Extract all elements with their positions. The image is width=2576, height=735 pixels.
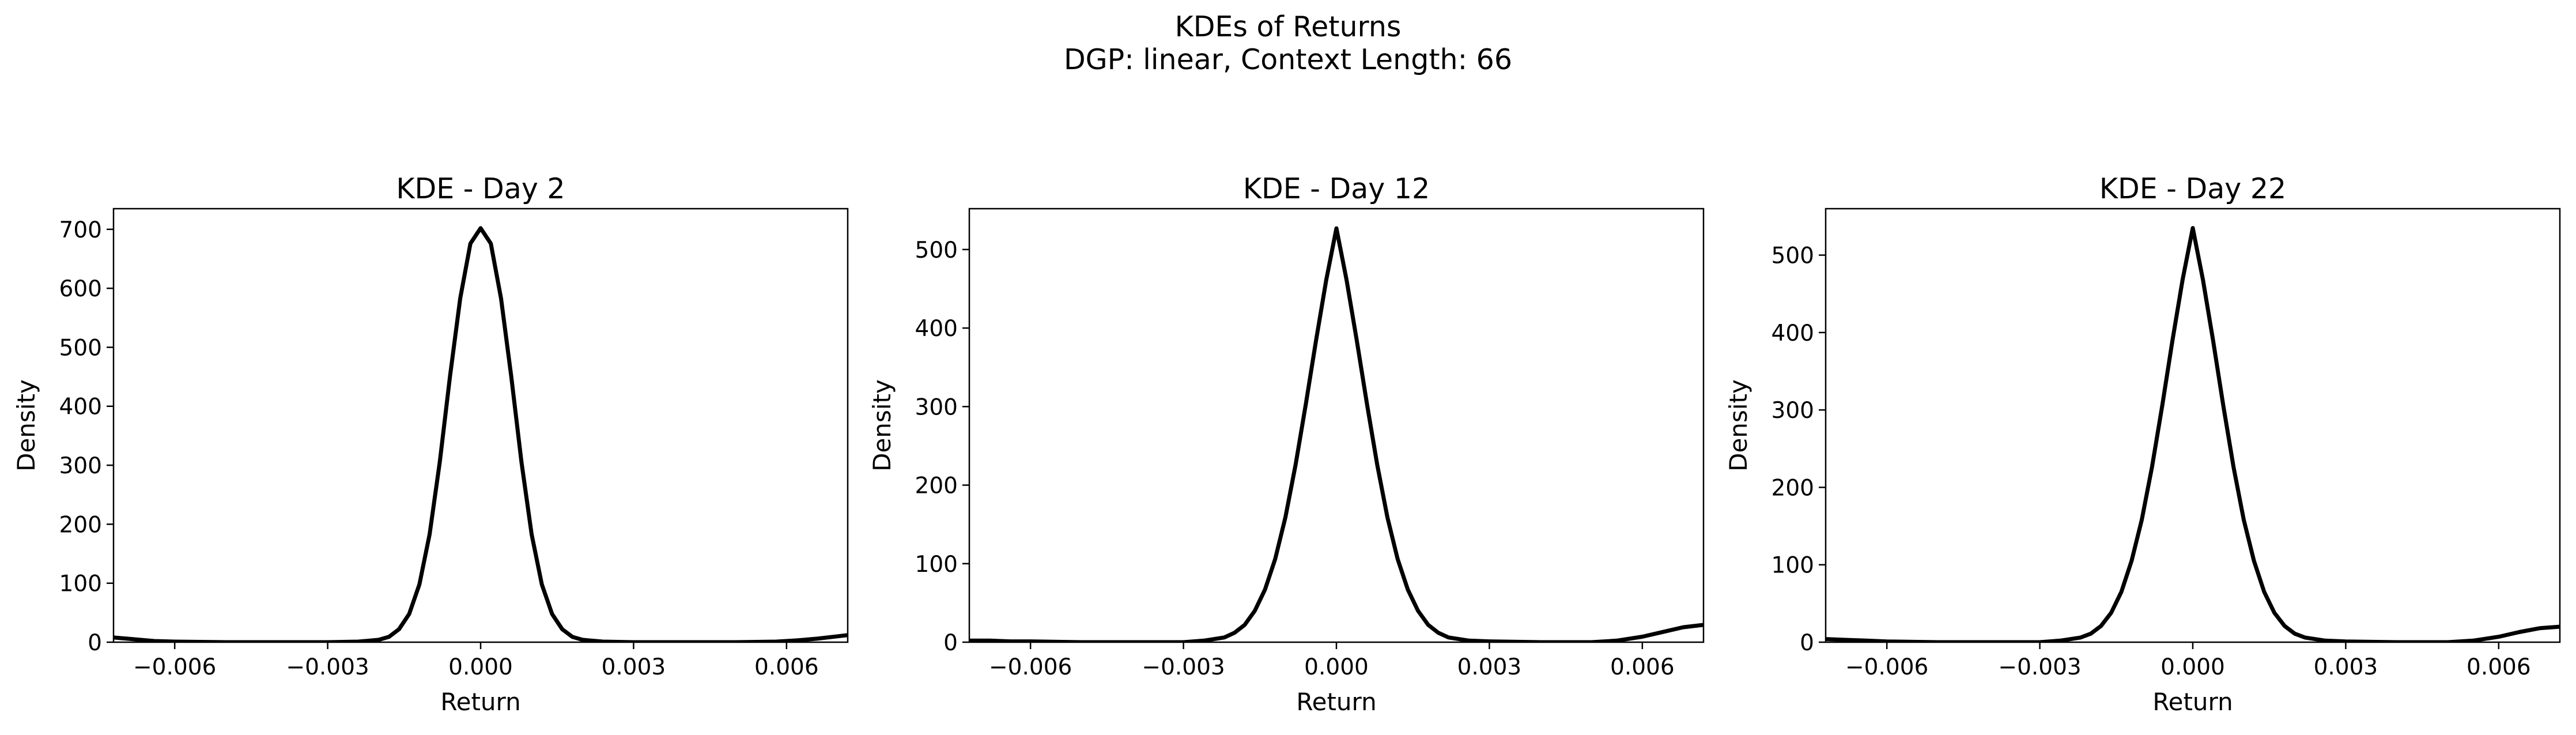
x-tick-label: −0.003: [1998, 654, 2081, 680]
y-tick-label: 0: [1800, 630, 1814, 656]
subplot-2: −0.006 −0.003 0.000 0.003 0.006 0 100 200 300 400…: [868, 172, 1705, 716]
axes-frame: [1825, 208, 2561, 643]
kde-line-1: [114, 226, 848, 642]
subplot-3: −0.006 −0.003 0.000 0.003 0.006 0 100 200 300 400…: [1724, 172, 2561, 716]
y-axis-label: Density: [1724, 379, 1752, 472]
y-tick-label: 200: [1772, 475, 1814, 501]
y-tick-label: 0: [943, 630, 958, 656]
x-tick-label: −0.006: [133, 654, 216, 680]
x-tick-label: 0.006: [2467, 654, 2531, 680]
y-tick-label: 500: [915, 238, 958, 263]
x-axis-label: Return: [440, 688, 520, 716]
y-tick-label: 400: [59, 394, 102, 420]
subplot-title: KDE - Day 22: [2099, 172, 2286, 205]
y-tick-label: 300: [59, 453, 102, 479]
y-tick-label: 100: [59, 571, 102, 597]
axes-frame: [112, 208, 849, 643]
y-tick-label: 100: [915, 552, 958, 578]
x-tick-label: 0.006: [754, 654, 819, 680]
x-tick-label: 0.003: [2314, 654, 2378, 680]
x-tick-label: −0.003: [286, 654, 369, 680]
figure-title: KDEs of Returns: [1174, 10, 1402, 43]
x-tick-label: −0.003: [1142, 654, 1225, 680]
x-axis-label: Return: [2152, 688, 2233, 716]
y-tick-label: 300: [915, 394, 958, 420]
y-axis-label: Density: [12, 379, 40, 472]
subplot-title: KDE - Day 2: [396, 172, 565, 205]
y-tick-label: 100: [1772, 553, 1814, 579]
x-tick-label: 0.000: [2160, 654, 2225, 680]
y-tick-label: 400: [1772, 321, 1814, 346]
subplot-1: −0.006 −0.003 0.000 0.003 0.006 0 100 200 300 400…: [12, 172, 849, 716]
figure-subtitle: DGP: linear, Context Length: 66: [1063, 43, 1513, 76]
axes-frame: [968, 208, 1705, 643]
y-tick-label: 700: [59, 217, 102, 243]
y-tick-label: 200: [915, 473, 958, 499]
y-axis-label: Density: [868, 379, 896, 472]
x-tick-label: 0.003: [1457, 654, 1522, 680]
y-tick-label: 200: [59, 512, 102, 538]
kde-line-2: [969, 226, 1704, 642]
x-axis-label: Return: [1296, 688, 1376, 716]
y-tick-label: 0: [88, 630, 102, 656]
x-tick-label: 0.003: [602, 654, 666, 680]
x-tick-label: 0.000: [1304, 654, 1369, 680]
x-tick-label: −0.006: [989, 654, 1072, 680]
y-tick-label: 300: [1772, 398, 1814, 424]
x-tick-label: 0.006: [1610, 654, 1675, 680]
y-tick-label: 600: [59, 276, 102, 302]
y-tick-label: 500: [59, 335, 102, 361]
x-tick-label: −0.006: [1845, 654, 1928, 680]
y-tick-label: 500: [1772, 243, 1814, 269]
x-tick-label: 0.000: [448, 654, 513, 680]
kde-line-3: [1826, 226, 2560, 642]
y-tick-label: 400: [915, 316, 958, 342]
subplot-title: KDE - Day 12: [1243, 172, 1430, 205]
